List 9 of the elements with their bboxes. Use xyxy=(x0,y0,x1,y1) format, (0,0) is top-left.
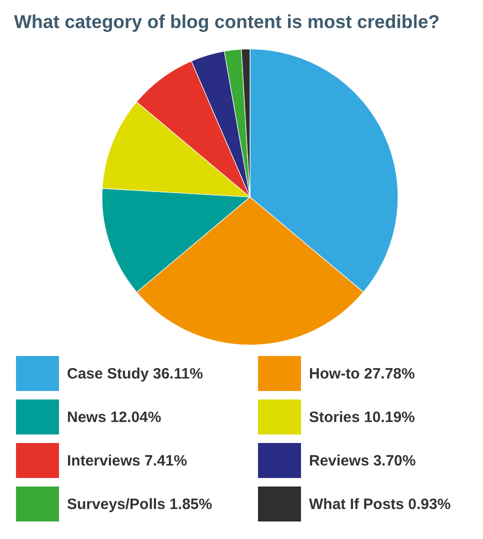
chart-title: What category of blog content is most credible? xyxy=(14,11,440,32)
legend-label: Case Study 36.11% xyxy=(67,366,203,382)
legend-label: Surveys/Polls 1.85% xyxy=(67,496,212,513)
legend-label: Interviews 7.41% xyxy=(67,452,188,470)
legend-label: Reviews 3.70% xyxy=(309,452,416,470)
legend-label: Stories 10.19% xyxy=(309,409,415,426)
legend-label: What If Posts 0.93% xyxy=(309,496,451,513)
legend-label: News 12.04% xyxy=(67,409,162,426)
legend-label: How-to 27.78% xyxy=(309,366,415,382)
